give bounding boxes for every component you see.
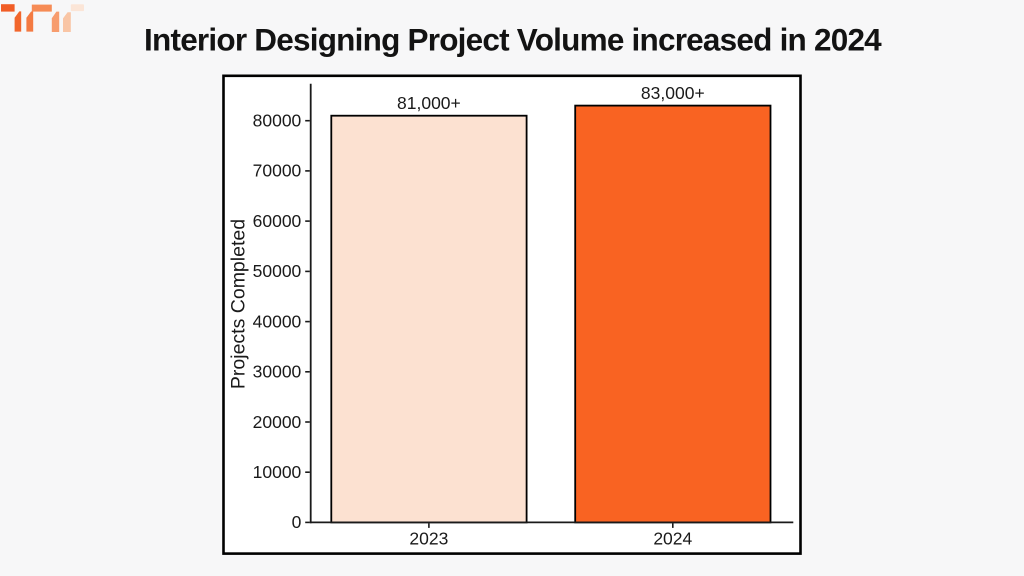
svg-text:60000: 60000 <box>253 211 302 231</box>
svg-text:80000: 80000 <box>253 111 302 131</box>
svg-text:40000: 40000 <box>253 311 302 331</box>
svg-text:30000: 30000 <box>253 362 302 382</box>
svg-text:50000: 50000 <box>253 261 302 281</box>
svg-text:83,000+: 83,000+ <box>641 83 705 103</box>
svg-text:10000: 10000 <box>253 462 302 482</box>
svg-text:0: 0 <box>292 512 302 532</box>
svg-text:2023: 2023 <box>409 528 448 548</box>
svg-text:Projects Completed: Projects Completed <box>227 219 249 389</box>
svg-text:Interior Designing Project Vol: Interior Designing Project Volume increa… <box>144 22 882 58</box>
svg-text:2024: 2024 <box>653 528 692 548</box>
svg-text:70000: 70000 <box>253 161 302 181</box>
svg-text:20000: 20000 <box>253 412 302 432</box>
svg-text:81,000+: 81,000+ <box>397 93 461 113</box>
